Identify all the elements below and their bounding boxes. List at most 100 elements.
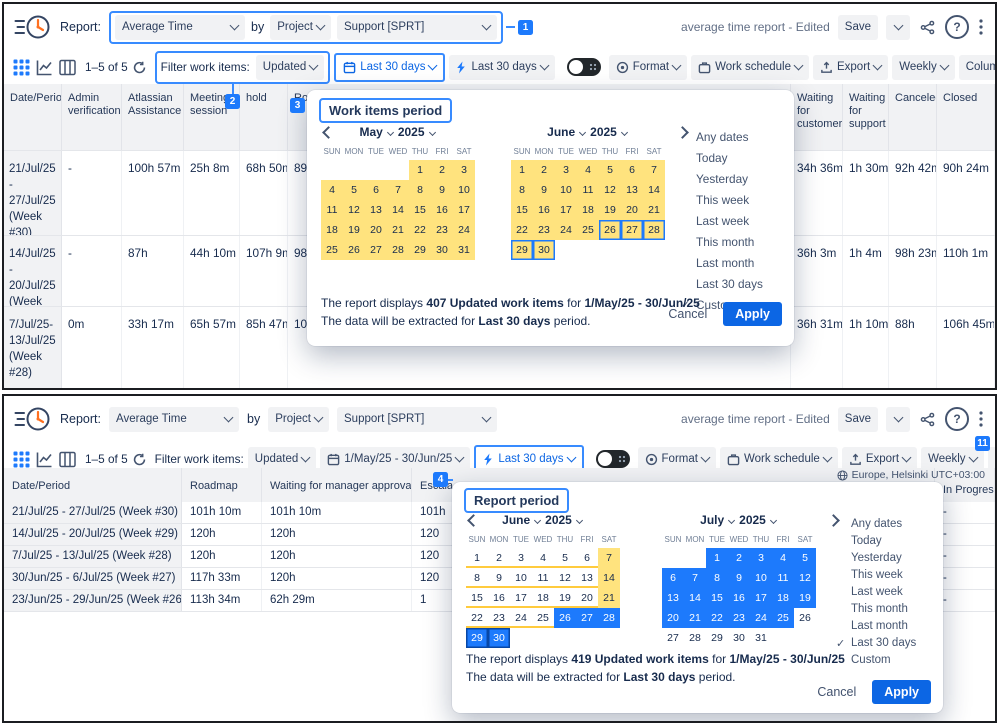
day-cell[interactable]: 30: [533, 240, 555, 260]
day-cell[interactable]: 4: [532, 548, 554, 568]
day-cell[interactable]: 27: [621, 220, 643, 240]
preset-item[interactable]: ✓ Last 30 days: [836, 637, 916, 650]
day-cell[interactable]: 11: [532, 568, 554, 588]
day-cell[interactable]: 5: [343, 180, 365, 200]
day-cell[interactable]: 8: [466, 568, 488, 588]
day-cell[interactable]: 20: [576, 588, 598, 608]
preset-item[interactable]: Custom: [836, 654, 916, 666]
day-cell[interactable]: 25: [321, 240, 343, 260]
day-cell[interactable]: 3: [750, 548, 772, 568]
day-cell[interactable]: 9: [728, 568, 750, 588]
view-chart-button[interactable]: [35, 58, 54, 77]
work-schedule-button[interactable]: Work schedule: [691, 54, 809, 80]
day-cell[interactable]: 15: [706, 588, 728, 608]
day-cell[interactable]: 4: [321, 180, 343, 200]
day-cell[interactable]: 16: [533, 200, 555, 220]
day-cell[interactable]: 22: [706, 608, 728, 628]
day-cell[interactable]: 23: [488, 608, 510, 628]
month-select[interactable]: May: [359, 125, 383, 139]
day-cell[interactable]: 8: [511, 180, 533, 200]
day-cell[interactable]: 28: [598, 608, 620, 628]
day-cell[interactable]: 26: [554, 608, 576, 628]
day-cell[interactable]: 26: [799, 612, 811, 624]
refresh-button[interactable]: [132, 60, 147, 75]
day-cell[interactable]: 19: [599, 200, 621, 220]
preset-item[interactable]: This week: [681, 193, 763, 207]
day-cell[interactable]: 15: [511, 200, 533, 220]
day-cell[interactable]: 17: [750, 588, 772, 608]
day-cell[interactable]: 2: [431, 160, 453, 180]
year-select[interactable]: 2025: [397, 125, 425, 139]
day-cell[interactable]: 28: [689, 632, 701, 644]
day-cell[interactable]: 30: [431, 240, 453, 260]
day-cell[interactable]: 11: [577, 180, 599, 200]
day-cell[interactable]: 16: [488, 588, 510, 608]
day-cell[interactable]: 23: [728, 608, 750, 628]
view-grid-button[interactable]: [12, 450, 31, 469]
share-button[interactable]: [918, 18, 937, 37]
preset-item[interactable]: This month: [836, 603, 916, 615]
work-items-period-select[interactable]: 1/May/25 - 30/Jun/25: [320, 446, 471, 472]
day-cell[interactable]: 23: [431, 220, 453, 240]
month-select[interactable]: June: [547, 125, 576, 139]
day-cell[interactable]: 20: [365, 220, 387, 240]
preset-item[interactable]: Last week: [836, 586, 916, 598]
day-cell[interactable]: 14: [598, 568, 620, 588]
preset-item[interactable]: Last week: [681, 214, 763, 228]
day-cell[interactable]: 30: [488, 628, 510, 648]
day-cell[interactable]: 1: [511, 160, 533, 180]
day-cell[interactable]: 18: [772, 588, 794, 608]
day-cell[interactable]: 22: [466, 608, 488, 628]
day-cell[interactable]: 22: [511, 220, 533, 240]
day-cell[interactable]: 10: [555, 180, 577, 200]
day-cell[interactable]: 5: [599, 160, 621, 180]
filter-select[interactable]: Updated: [255, 54, 325, 80]
save-button[interactable]: Save: [837, 406, 878, 432]
day-cell[interactable]: 24: [510, 608, 532, 628]
day-cell[interactable]: 6: [662, 568, 684, 588]
day-cell[interactable]: 15: [466, 588, 488, 608]
filter-select[interactable]: Updated: [247, 446, 317, 472]
day-cell[interactable]: 2: [488, 548, 510, 568]
group-by-select[interactable]: Project: [270, 14, 331, 40]
apply-button[interactable]: Apply: [723, 302, 782, 326]
format-button[interactable]: Format: [608, 54, 688, 80]
calendar-next-button[interactable]: [673, 123, 691, 141]
day-cell[interactable]: 13: [365, 200, 387, 220]
calendar-prev-button[interactable]: [319, 123, 337, 141]
year-select[interactable]: 2025: [545, 513, 572, 527]
day-cell[interactable]: 2: [728, 548, 750, 568]
preset-item[interactable]: Last month: [836, 620, 916, 632]
day-cell[interactable]: 4: [577, 160, 599, 180]
view-chart-button[interactable]: [35, 450, 54, 469]
day-cell[interactable]: 5: [794, 548, 816, 568]
day-cell[interactable]: 11: [321, 200, 343, 220]
report-type-select[interactable]: Average Time: [109, 406, 239, 432]
preset-item[interactable]: Today: [681, 151, 763, 165]
day-cell[interactable]: 8: [706, 568, 728, 588]
day-cell[interactable]: 29: [711, 632, 723, 644]
day-cell[interactable]: 11: [772, 568, 794, 588]
day-cell[interactable]: 21: [643, 200, 665, 220]
day-cell[interactable]: 13: [621, 180, 643, 200]
day-cell[interactable]: 27: [365, 240, 387, 260]
day-cell[interactable]: 12: [794, 568, 816, 588]
day-cell[interactable]: 24: [750, 608, 772, 628]
preset-item[interactable]: This week: [836, 569, 916, 581]
day-cell[interactable]: 13: [576, 568, 598, 588]
apply-button[interactable]: Apply: [872, 680, 931, 704]
day-cell[interactable]: 25: [772, 608, 794, 628]
preset-item[interactable]: Any dates: [681, 130, 763, 144]
day-cell[interactable]: 19: [343, 220, 365, 240]
day-cell[interactable]: 1: [466, 548, 488, 568]
day-cell[interactable]: 10: [510, 568, 532, 588]
day-cell[interactable]: 21: [598, 588, 620, 608]
day-cell[interactable]: 27: [667, 632, 679, 644]
day-cell[interactable]: 4: [772, 548, 794, 568]
day-cell[interactable]: 30: [733, 632, 745, 644]
day-cell[interactable]: 7: [643, 160, 665, 180]
preset-item[interactable]: Yesterday: [681, 172, 763, 186]
day-cell[interactable]: 31: [453, 240, 475, 260]
preset-item[interactable]: Last 30 days: [681, 277, 763, 291]
day-cell[interactable]: 14: [643, 180, 665, 200]
